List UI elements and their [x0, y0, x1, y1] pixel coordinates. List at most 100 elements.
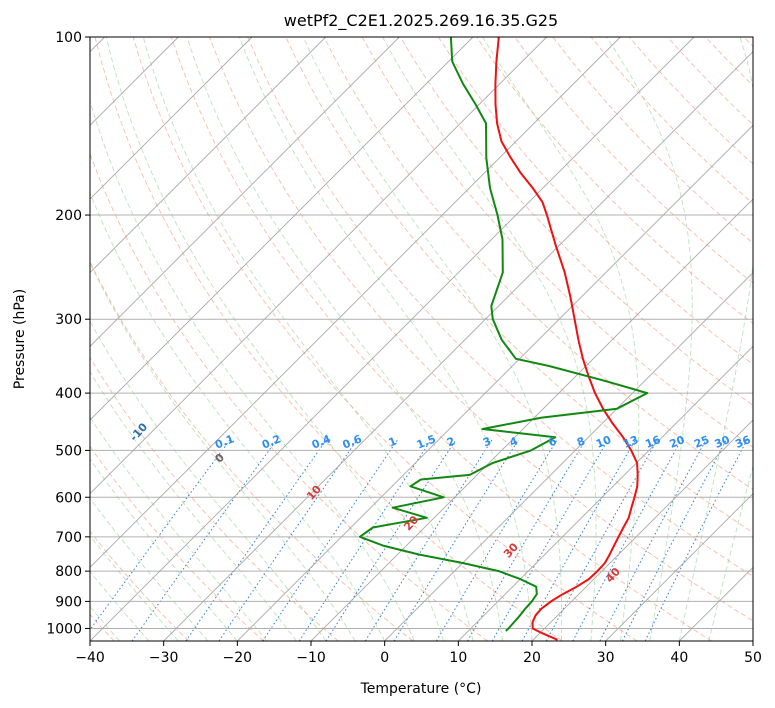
- dry-adiabat: [132, 37, 638, 641]
- mixing-ratio-label: 10: [594, 433, 613, 451]
- isotherm-line: [90, 37, 400, 347]
- mixing-ratio-label: 8: [575, 435, 587, 450]
- temperature-profile-line: [494, 37, 639, 641]
- y-tick-label: 200: [55, 208, 82, 224]
- x-tick-label: −30: [149, 650, 179, 666]
- isotherm-line: [90, 37, 253, 200]
- mixing-ratio-line: [90, 439, 231, 631]
- moist-adiabat: [90, 261, 356, 641]
- y-axis-ticks: 100 200 300 400 500 600 700 800 900 1000: [46, 30, 90, 637]
- mixing-ratio-label: 3: [481, 435, 493, 450]
- isotherm-line: [90, 37, 621, 568]
- y-tick-label: 100: [55, 30, 82, 46]
- isotherm-line: [90, 37, 474, 421]
- isotherm-line: [310, 198, 753, 641]
- dry-adiabat: [90, 152, 488, 641]
- y-tick-label: 400: [55, 386, 82, 402]
- dry-adiabat: [399, 37, 753, 406]
- plot-frame: [89, 36, 754, 642]
- isotherm-line: [90, 37, 326, 274]
- y-tick-label: 700: [55, 530, 82, 546]
- x-tick-label: 20: [523, 650, 541, 666]
- plot-background: [90, 37, 753, 641]
- dry-adiabat: [514, 37, 753, 284]
- dry-adiabat-label: -20: [64, 415, 87, 439]
- dry-adiabat: [209, 37, 753, 622]
- y-tick-label: 800: [55, 564, 82, 580]
- x-axis-label: Temperature (°C): [360, 681, 482, 697]
- mixing-ratio-line: [545, 439, 658, 641]
- isotherm-line: [384, 272, 753, 641]
- y-axis-label: Pressure (hPa): [12, 289, 28, 389]
- mixing-ratio-line: [364, 439, 493, 641]
- mixing-ratio-line: [467, 439, 586, 641]
- moist-adiabat: [238, 37, 533, 641]
- moist-adiabat: [186, 37, 503, 641]
- mixing-ratio-label: 13: [621, 433, 640, 451]
- isotherm-line: [752, 640, 753, 641]
- dewpoint-profile-line: [358, 37, 649, 632]
- chart-title: wetPf2_C2E1.2025.269.16.35.G25: [284, 11, 558, 31]
- moist-adiabat: [105, 37, 445, 641]
- y-tick-label: 500: [55, 443, 82, 459]
- dry-adiabat: [94, 37, 563, 641]
- mixing-ratio-line: [262, 439, 399, 641]
- mixing-ratio-line: [435, 439, 558, 641]
- mixing-ratio-line: [218, 439, 358, 641]
- isotherm-line: [237, 124, 753, 641]
- x-tick-label: −20: [223, 650, 253, 666]
- x-tick-label: −10: [296, 650, 326, 666]
- x-axis-ticks: −40 −30 −20 −10 0 10 20 30 40 50: [75, 641, 762, 666]
- isotherm-line: [163, 51, 753, 641]
- x-tick-label: 30: [597, 650, 615, 666]
- moist-adiabat: [90, 458, 238, 641]
- x-tick-label: 50: [744, 650, 762, 666]
- isotherm-line: [90, 37, 695, 641]
- mixing-ratio-label: 1: [387, 435, 399, 450]
- dry-adiabat: [170, 37, 712, 641]
- dry-adiabat: [90, 445, 264, 641]
- mixing-ratio-line: [491, 439, 609, 641]
- mixing-ratio-label: 30: [713, 433, 732, 451]
- isotherm-line: [90, 37, 547, 495]
- dry-adiabats: [90, 37, 753, 641]
- moist-adiabat: [90, 416, 268, 641]
- isotherm-line: [605, 493, 753, 641]
- x-tick-label: 40: [670, 650, 688, 666]
- isotherm-line: [458, 345, 753, 641]
- dry-adiabat: [90, 356, 339, 641]
- moist-adiabat: [142, 37, 474, 641]
- dry-adiabat-label: -30: [0, 370, 4, 394]
- x-tick-label: −40: [75, 650, 105, 666]
- moist-adiabat: [90, 320, 327, 641]
- y-tick-label: 600: [55, 490, 82, 506]
- mixing-ratio-line: [644, 439, 748, 641]
- y-tick-label: 900: [55, 594, 82, 610]
- mixing-ratio-label: 25: [692, 433, 711, 451]
- moist-adiabat: [382, 37, 597, 641]
- skewed-isotherm-gridlines: [90, 37, 753, 641]
- moist-adiabat: [678, 37, 753, 641]
- mixing-ratio-line: [325, 439, 457, 641]
- isobar-gridlines: [90, 37, 753, 629]
- mixing-ratio-label: 36: [733, 433, 752, 451]
- x-tick-label: 0: [380, 650, 389, 666]
- y-tick-label: 300: [55, 312, 82, 328]
- moist-adiabat: [606, 37, 693, 641]
- mixing-ratio-label: 2: [445, 435, 457, 450]
- x-tick-label: 10: [449, 650, 467, 666]
- mixing-ratio-line: [185, 439, 327, 641]
- mixing-ratio-label: 16: [643, 433, 662, 451]
- dry-adiabat: [90, 530, 190, 641]
- sounding-profiles: [358, 37, 649, 641]
- plot-area: 0.10.20.40.611.52346810131620253036-100-…: [0, 37, 753, 641]
- mixing-ratio-label: 20: [668, 433, 687, 451]
- moist-adiabat: [708, 464, 753, 641]
- y-tick-label: 1000: [46, 621, 82, 637]
- dry-adiabat: [438, 37, 753, 365]
- mixing-ratio-line: [521, 439, 636, 641]
- dry-adiabat: [247, 37, 753, 577]
- moist-adiabat: [302, 37, 563, 641]
- isotherm-line: [531, 419, 753, 641]
